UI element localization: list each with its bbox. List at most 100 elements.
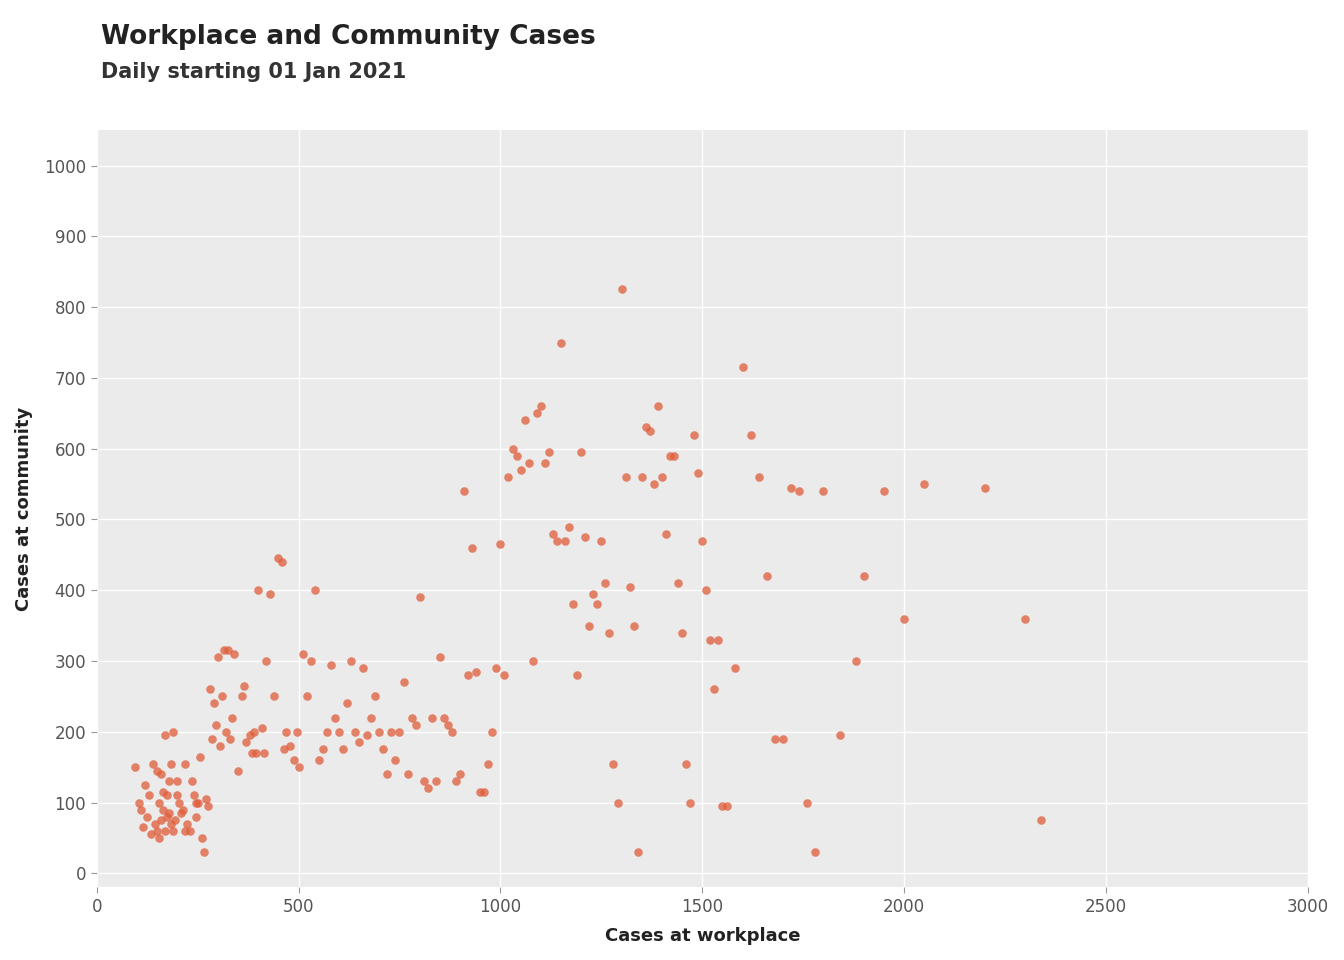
Point — [156, 809, 177, 825]
Point — [136, 809, 157, 825]
Point — [320, 657, 341, 672]
Point — [805, 845, 827, 860]
Text: Daily starting 01 Jan 2021: Daily starting 01 Jan 2021 — [101, 62, 406, 83]
Point — [914, 476, 935, 492]
Point — [348, 734, 370, 750]
Point — [614, 469, 636, 485]
Point — [586, 597, 607, 612]
Point — [433, 710, 454, 726]
Point — [570, 444, 591, 460]
Point — [749, 469, 770, 485]
Point — [276, 724, 297, 739]
Text: Workplace and Community Cases: Workplace and Community Cases — [101, 24, 595, 50]
Point — [445, 774, 466, 789]
Point — [388, 724, 410, 739]
Point — [638, 423, 660, 439]
Point — [781, 480, 802, 495]
Point — [594, 575, 616, 590]
Point — [284, 753, 305, 768]
Point — [650, 469, 672, 485]
Point — [716, 799, 738, 814]
Point — [207, 650, 228, 665]
Point — [509, 462, 531, 477]
Point — [372, 742, 394, 757]
Point — [130, 802, 152, 817]
Point — [364, 688, 386, 704]
Point — [501, 441, 523, 456]
Point — [692, 533, 714, 548]
Point — [465, 664, 487, 680]
Point — [481, 724, 503, 739]
Point — [152, 802, 173, 817]
Point — [160, 756, 181, 771]
Point — [195, 791, 216, 806]
Point — [243, 724, 265, 739]
Point — [712, 799, 734, 814]
Point — [267, 551, 289, 566]
Point — [280, 738, 301, 754]
Point — [656, 526, 677, 541]
Point — [582, 587, 603, 602]
Point — [179, 823, 200, 838]
Point — [505, 448, 527, 464]
Point — [429, 650, 450, 665]
Point — [223, 646, 245, 661]
Point — [198, 799, 219, 814]
Point — [199, 682, 220, 697]
Point — [437, 717, 458, 732]
Point — [332, 742, 353, 757]
Point — [457, 667, 478, 683]
Point — [376, 766, 398, 781]
Point — [164, 812, 185, 828]
Point — [144, 816, 165, 831]
Point — [344, 724, 366, 739]
Point — [210, 738, 231, 754]
Point — [336, 696, 358, 711]
Point — [538, 444, 559, 460]
Point — [562, 597, 583, 612]
Point — [396, 766, 418, 781]
Point — [173, 802, 195, 817]
Point — [254, 745, 276, 760]
Point — [146, 823, 168, 838]
Point — [138, 788, 160, 804]
Point — [128, 795, 149, 810]
Point — [409, 589, 430, 605]
Point — [590, 533, 612, 548]
Point — [380, 724, 402, 739]
Point — [598, 625, 620, 640]
Point — [167, 774, 188, 789]
Point — [242, 745, 263, 760]
Point — [602, 756, 624, 771]
Point — [151, 766, 172, 781]
Point — [167, 788, 188, 804]
Point — [234, 678, 255, 693]
Point — [526, 406, 547, 421]
Point — [630, 469, 652, 485]
Point — [235, 734, 257, 750]
Point — [700, 632, 722, 647]
Point — [185, 809, 207, 825]
Point — [664, 448, 685, 464]
Point — [360, 710, 382, 726]
Point — [417, 780, 438, 796]
Point — [340, 654, 362, 669]
Point — [392, 675, 414, 690]
Point — [610, 281, 632, 297]
Point — [292, 646, 313, 661]
X-axis label: Cases at workplace: Cases at workplace — [605, 927, 800, 945]
Point — [368, 724, 390, 739]
Point — [469, 784, 491, 800]
Point — [668, 575, 689, 590]
Point — [181, 774, 203, 789]
Point — [140, 827, 161, 842]
Point — [132, 820, 153, 835]
Point — [185, 795, 207, 810]
Point — [215, 724, 237, 739]
Point — [672, 625, 694, 640]
Point — [155, 823, 176, 838]
Point — [797, 795, 818, 810]
Point — [622, 618, 644, 634]
Point — [546, 533, 567, 548]
Point — [384, 753, 406, 768]
